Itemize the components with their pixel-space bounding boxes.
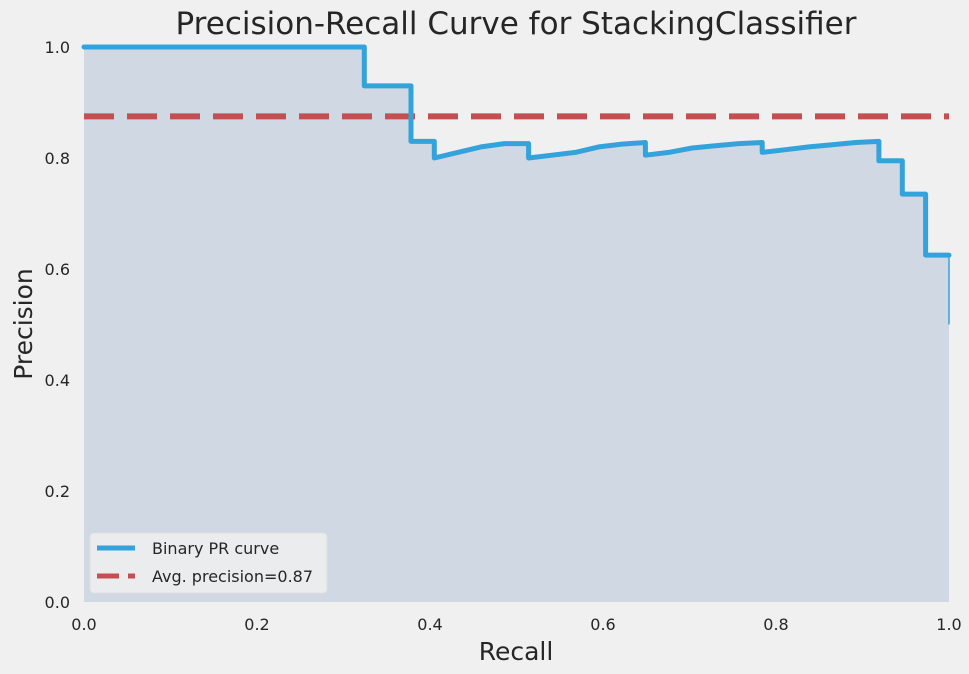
- pr-curve-line: [81, 44, 952, 258]
- x-tick-label: 0.6: [590, 615, 615, 634]
- area-under-curve: [84, 47, 949, 602]
- y-tick-label: 0.6: [45, 260, 70, 279]
- x-tick-label: 1.0: [936, 615, 961, 634]
- y-tick-labels: 0.0 0.2 0.4 0.6 0.8 1.0: [45, 38, 70, 612]
- chart-title: Precision-Recall Curve for StackingClass…: [176, 6, 857, 42]
- x-tick-label: 0.2: [244, 615, 269, 634]
- y-tick-label: 0.2: [45, 482, 70, 501]
- y-tick-label: 0.4: [45, 371, 70, 390]
- x-tick-labels: 0.0 0.2 0.4 0.6 0.8 1.0: [71, 615, 961, 634]
- legend-label-pr-curve: Binary PR curve: [152, 539, 279, 558]
- legend-label-avg-precision: Avg. precision=0.87: [152, 567, 313, 586]
- y-tick-label: 0.8: [45, 149, 70, 168]
- legend: Binary PR curve Avg. precision=0.87: [89, 532, 328, 594]
- y-tick-label: 1.0: [45, 38, 70, 57]
- x-tick-label: 0.0: [71, 615, 96, 634]
- x-tick-label: 0.8: [763, 615, 788, 634]
- x-tick-label: 0.4: [417, 615, 442, 634]
- x-axis-label: Recall: [479, 637, 554, 666]
- legend-box: [89, 532, 328, 594]
- y-axis-label: Precision: [9, 268, 38, 380]
- y-tick-label: 0.0: [45, 593, 70, 612]
